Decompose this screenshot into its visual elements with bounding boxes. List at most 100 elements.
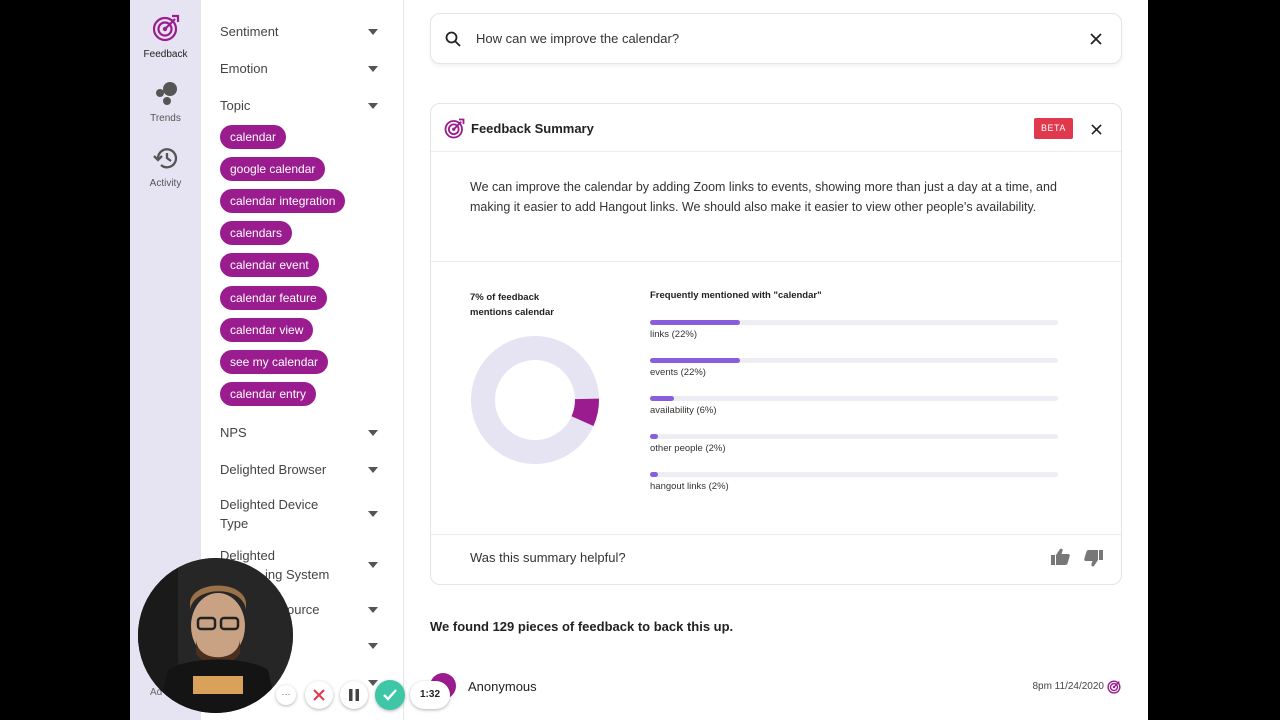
recording-timer: 1:32 <box>410 681 450 709</box>
topic-chip[interactable]: calendar integration <box>220 189 346 213</box>
topic-chip[interactable]: calendar <box>220 125 287 149</box>
presenter-video <box>138 558 293 713</box>
nav-item-feedback[interactable]: Feedback <box>130 14 201 60</box>
topic-chip[interactable]: calendar view <box>220 318 314 342</box>
filter-label: Delighted Device Type <box>220 497 319 531</box>
topic-chip[interactable]: calendars <box>220 221 293 245</box>
check-icon <box>383 689 397 701</box>
chevron-down-icon <box>368 65 378 72</box>
topic-chip[interactable]: calendar feature <box>220 286 327 310</box>
filter-nps[interactable]: NPS <box>220 425 380 440</box>
nav-item-label: Trends <box>150 113 181 124</box>
topic-chip[interactable]: calendar event <box>220 253 319 277</box>
chevron-down-icon <box>368 28 378 35</box>
more-options-button[interactable]: ··· <box>276 685 296 705</box>
freq-bar: hangout links (2%) <box>650 472 1058 492</box>
summary-text: We can improve the calendar by adding Zo… <box>470 180 1057 214</box>
search-input[interactable]: How can we improve the calendar? <box>476 31 680 46</box>
filter-topic[interactable]: Topic <box>220 98 380 113</box>
close-icon <box>313 689 325 701</box>
freq-bar: availability (6%) <box>650 396 1058 416</box>
finish-recording-button[interactable] <box>375 680 405 710</box>
close-icon[interactable] <box>1090 33 1102 45</box>
bubbles-icon <box>155 82 177 105</box>
filter-collapsed[interactable] <box>220 676 380 690</box>
topic-chip[interactable]: see my calendar <box>220 350 329 374</box>
chevron-down-icon <box>368 562 378 568</box>
bar-label: events (22%) <box>650 367 706 378</box>
pause-button[interactable] <box>340 681 368 709</box>
discard-button[interactable] <box>305 681 333 709</box>
thumbs-down-icon[interactable] <box>1084 550 1103 567</box>
search-icon <box>445 31 461 47</box>
filter-sentiment[interactable]: Sentiment <box>220 24 380 39</box>
filter-collapsed[interactable] <box>220 639 380 653</box>
nav-item-trends[interactable]: Trends <box>130 80 201 124</box>
bar-track <box>650 320 1058 325</box>
bar-label: availability (6%) <box>650 405 717 416</box>
results-count: We found 129 pieces of feedback to back … <box>430 619 734 634</box>
target-icon <box>1107 680 1121 694</box>
bar-fill <box>650 396 675 401</box>
bar-fill <box>650 434 659 439</box>
history-icon <box>152 148 177 169</box>
bar-track <box>650 358 1058 363</box>
app-window: Feedback Trends Activity Ad Sentiment <box>130 0 1148 720</box>
feedback-summary-card: Feedback Summary BETA We can improve the… <box>430 103 1122 585</box>
filter-label: Delighted <box>220 548 275 563</box>
filter-delighted-browser[interactable]: Delighted Browser <box>220 462 380 477</box>
donut-track <box>471 336 599 464</box>
freq-bar: other people (2%) <box>650 434 1058 454</box>
topic-chip[interactable]: google calendar <box>220 157 326 181</box>
nav-item-label: Activity <box>149 178 182 189</box>
bar-track <box>650 396 1058 401</box>
filter-label: Sentiment <box>220 24 279 39</box>
nav-bottom-label: Ad <box>150 687 163 698</box>
filter-source[interactable]: ource <box>220 602 380 617</box>
filter-emotion[interactable]: Emotion <box>220 61 380 76</box>
topic-chip[interactable]: calendar entry <box>220 382 317 406</box>
nav-item-activity[interactable]: Activity <box>130 145 201 189</box>
freq-title: Frequently mentioned with "calendar" <box>650 290 822 301</box>
chevron-down-icon <box>368 680 378 686</box>
chevron-down-icon <box>368 466 378 473</box>
mentions-label: 7% of feedback mentions calendar <box>470 292 554 318</box>
bar-track <box>650 472 1058 477</box>
close-icon[interactable] <box>1091 124 1102 135</box>
mentions-donut <box>471 336 599 464</box>
filter-label: NPS <box>220 425 247 440</box>
filter-label: ource <box>287 602 320 617</box>
helpful-prompt: Was this summary helpful? <box>470 550 626 565</box>
feedback-item[interactable]: Anonymous 8pm 11/24/2020 <box>430 673 1122 703</box>
chevron-down-icon <box>368 511 378 517</box>
filter-label: Delighted Browser <box>220 462 327 477</box>
card-header: Feedback Summary BETA <box>431 104 1121 152</box>
freq-bar: events (22%) <box>650 358 1058 378</box>
filter-delighted-device-type[interactable]: Delighted Device Type <box>220 495 380 533</box>
filter-label: Topic <box>220 98 251 113</box>
donut-slice <box>571 398 599 427</box>
chevron-down-icon <box>368 643 378 649</box>
pause-icon <box>349 689 359 701</box>
filter-label: ing System <box>265 567 330 582</box>
thumbs-up-icon[interactable] <box>1051 548 1070 565</box>
bar-label: other people (2%) <box>650 443 726 454</box>
divider <box>431 261 1121 262</box>
main-content: How can we improve the calendar? Feedbac… <box>404 0 1148 720</box>
feedback-author: Anonymous <box>468 679 537 694</box>
target-icon <box>152 14 179 42</box>
bar-label: hangout links (2%) <box>650 481 729 492</box>
target-icon <box>444 118 465 139</box>
webcam-bubble[interactable] <box>138 558 293 713</box>
filter-label: Emotion <box>220 61 268 76</box>
bar-fill <box>650 472 659 477</box>
search-bar[interactable]: How can we improve the calendar? <box>430 13 1122 64</box>
bar-fill <box>650 358 740 363</box>
feedback-date: 8pm 11/24/2020 <box>1032 681 1104 692</box>
divider <box>431 534 1121 535</box>
bar-track <box>650 434 1058 439</box>
bar-label: links (22%) <box>650 329 697 340</box>
nav-item-label: Feedback <box>143 49 188 60</box>
chevron-down-icon <box>368 102 378 109</box>
freq-bar: links (22%) <box>650 320 1058 340</box>
